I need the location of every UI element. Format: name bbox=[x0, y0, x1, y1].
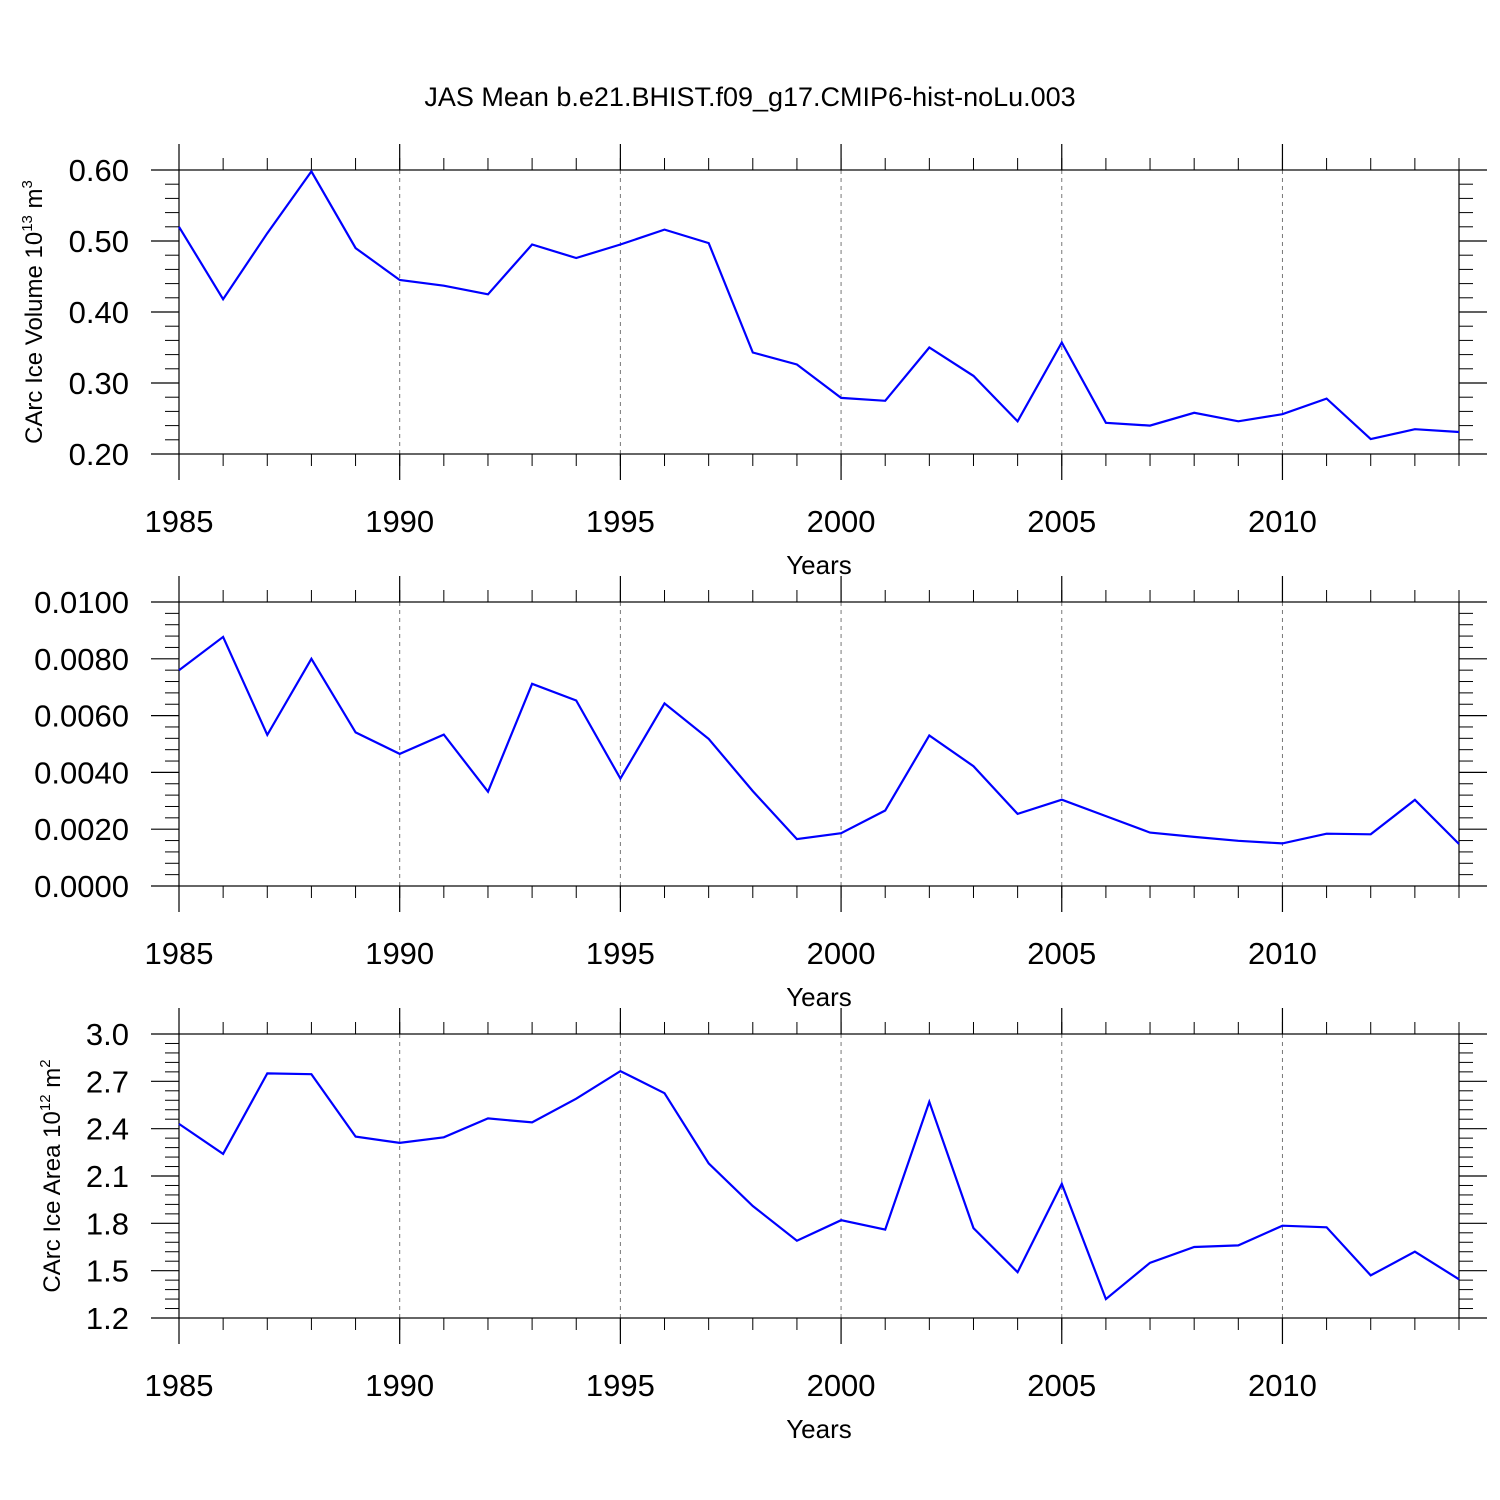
series-line bbox=[178, 169, 1460, 441]
x-tick-label: 1995 bbox=[586, 1368, 655, 1403]
y-tick-label: 0.0080 bbox=[34, 642, 129, 677]
y-tick-label: 1.2 bbox=[86, 1301, 129, 1336]
y-tick-label: 1.8 bbox=[86, 1206, 129, 1241]
y-tick-label: 0.0060 bbox=[34, 699, 129, 734]
chart-title: JAS Mean b.e21.BHIST.f09_g17.CMIP6-hist-… bbox=[424, 82, 1075, 112]
x-tick-label: 2005 bbox=[1027, 936, 1096, 971]
x-tick-label: 1990 bbox=[365, 1368, 434, 1403]
x-axis-label: Years bbox=[786, 550, 852, 580]
panel-1: 1985 1990 1995 2000 2005 2010 0.20 0.30 0.40 0.50… bbox=[19, 144, 1487, 580]
y-tick-label: 0.0020 bbox=[34, 812, 129, 847]
series-line bbox=[178, 1069, 1460, 1301]
y-axis-label: CArc Ice Volume 1013 m3 bbox=[19, 180, 48, 444]
x-tick-label: 1990 bbox=[365, 504, 434, 539]
x-tick-label: 2005 bbox=[1027, 504, 1096, 539]
y-tick-label: 0.60 bbox=[69, 153, 129, 188]
x-tick-label: 1995 bbox=[586, 936, 655, 971]
y-tick-label: 2.1 bbox=[86, 1159, 129, 1194]
x-tick-label: 1985 bbox=[145, 504, 214, 539]
plot-frame bbox=[178, 1033, 1460, 1319]
y-axis-label: CArc Ice Area 1012 m2 bbox=[37, 1059, 66, 1292]
x-tick-label: 1985 bbox=[145, 936, 214, 971]
y-tick-label: 3.0 bbox=[86, 1017, 129, 1052]
x-tick-label: 1990 bbox=[365, 936, 434, 971]
y-tick-label: 0.0000 bbox=[34, 869, 129, 904]
x-axis-label: Years bbox=[786, 982, 852, 1012]
plot-frame bbox=[178, 601, 1460, 887]
x-tick-label: 2000 bbox=[807, 504, 876, 539]
y-tick-label: 0.50 bbox=[69, 224, 129, 259]
y-tick-label: 2.4 bbox=[86, 1112, 129, 1147]
x-tick-label: 1985 bbox=[145, 1368, 214, 1403]
y-tick-label: 0.0040 bbox=[34, 755, 129, 790]
x-tick-label: 2000 bbox=[807, 1368, 876, 1403]
x-tick-label: 2010 bbox=[1248, 1368, 1317, 1403]
y-tick-label: 0.20 bbox=[69, 437, 129, 472]
panel-2: 1985 1990 1995 2000 2005 2010 0.0000 0.0020 0.00… bbox=[34, 576, 1487, 1012]
series-line bbox=[178, 635, 1460, 845]
y-tick-label: 1.5 bbox=[86, 1254, 129, 1289]
y-tick-label: 2.7 bbox=[86, 1064, 129, 1099]
y-tick-label: 0.0100 bbox=[34, 585, 129, 620]
x-tick-label: 2000 bbox=[807, 936, 876, 971]
y-tick-label: 0.40 bbox=[69, 295, 129, 330]
panel-3: 1985 1990 1995 2000 2005 2010 1.2 1.5 1.8 2.1 2.4 2… bbox=[37, 1008, 1487, 1444]
y-tick-label: 0.30 bbox=[69, 366, 129, 401]
x-tick-label: 2010 bbox=[1248, 504, 1317, 539]
x-tick-label: 2010 bbox=[1248, 936, 1317, 971]
x-tick-label: 2005 bbox=[1027, 1368, 1096, 1403]
x-axis-label: Years bbox=[786, 1414, 852, 1444]
plot-frame bbox=[178, 169, 1460, 455]
x-tick-label: 1995 bbox=[586, 504, 655, 539]
